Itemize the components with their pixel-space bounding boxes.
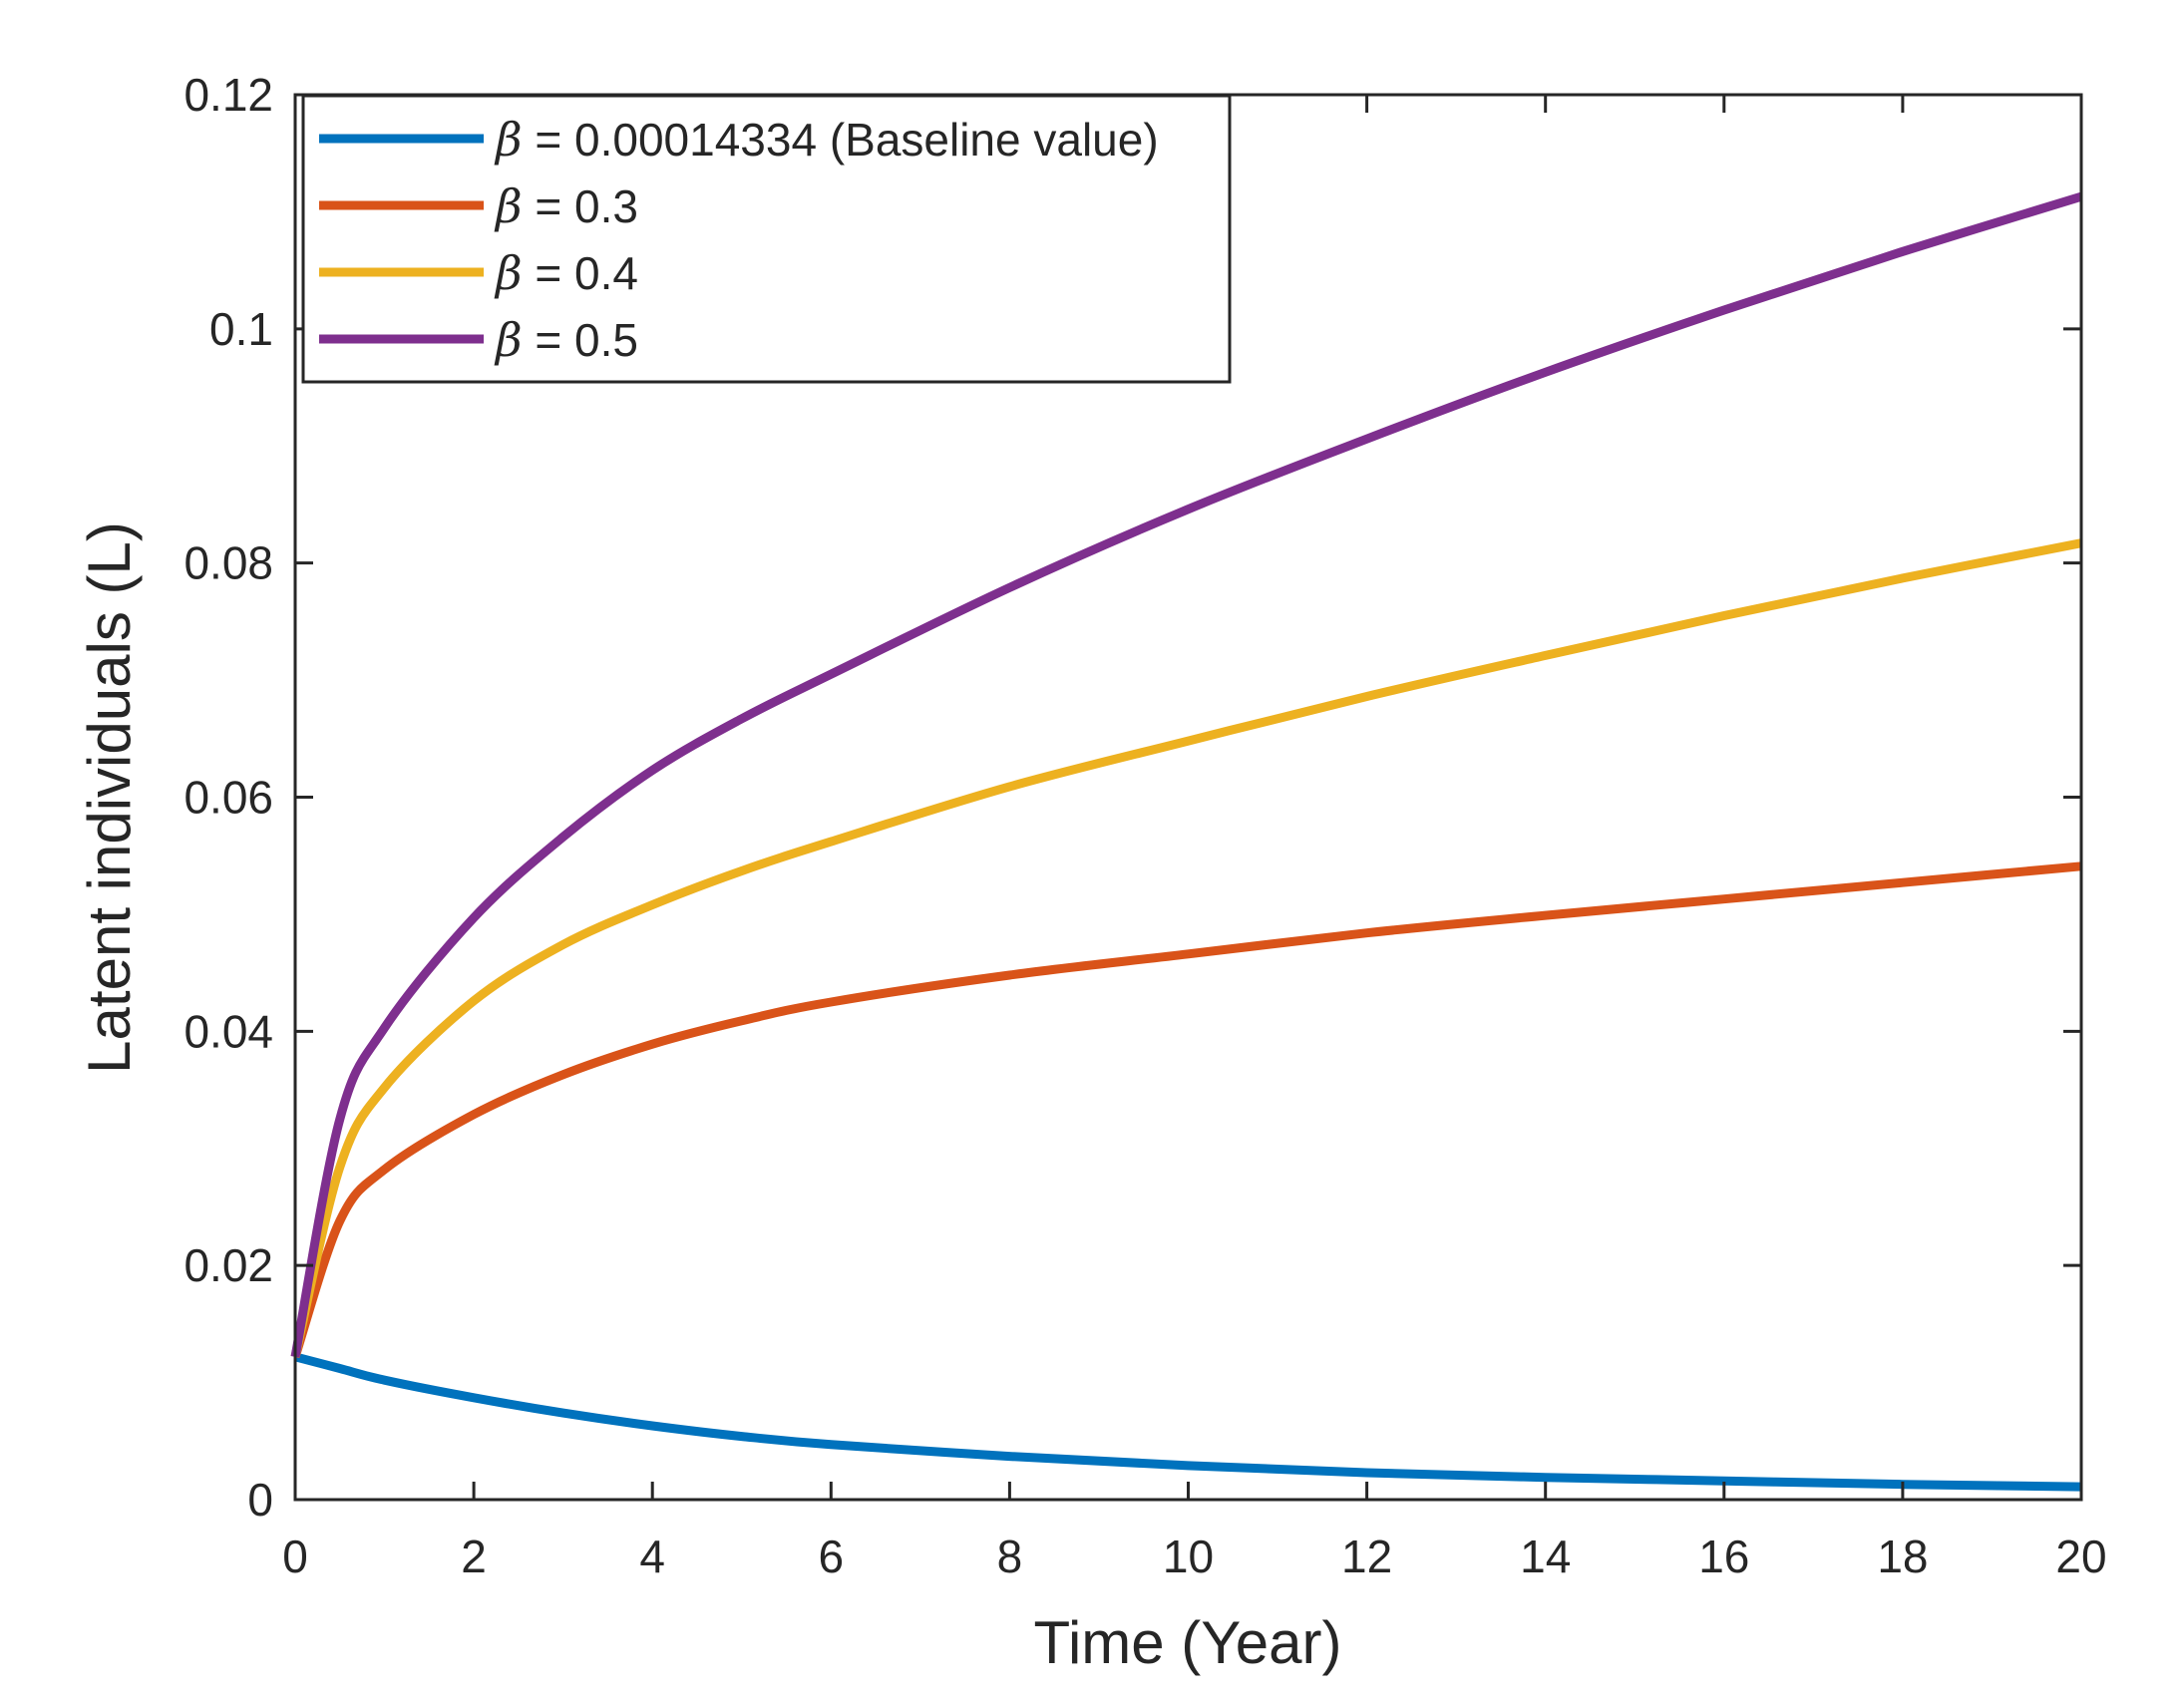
x-tick-label: 18: [1877, 1531, 1928, 1582]
y-tick-label: 0.12: [183, 69, 273, 121]
legend-value-text: = 0.4: [523, 247, 638, 299]
x-tick-label: 10: [1163, 1531, 1214, 1582]
legend-beta-symbol: β: [494, 113, 523, 167]
legend-beta-symbol: β: [494, 313, 523, 367]
legend-value-text: = 0.3: [523, 180, 638, 232]
legend-box: [301, 94, 1232, 384]
y-tick-label: 0: [247, 1474, 273, 1526]
legend-label-3: β = 0.5: [494, 313, 638, 367]
x-tick-label: 8: [997, 1531, 1023, 1582]
legend: β = 0.00014334 (Baseline value)β = 0.3β …: [301, 94, 1232, 384]
x-tick-label: 12: [1341, 1531, 1392, 1582]
legend-label-2: β = 0.4: [494, 246, 638, 300]
y-tick-label: 0.02: [183, 1239, 273, 1291]
y-tick-label: 0.1: [209, 303, 273, 355]
y-axis-label: Latent individuals (L): [76, 521, 143, 1074]
legend-label-1: β = 0.3: [494, 179, 638, 233]
legend-value-text: = 0.5: [523, 314, 638, 366]
x-tick-labels: 0 2 4 6 8 10 12 14 16 18 20: [282, 1531, 2106, 1582]
x-tick-label: 0: [282, 1531, 308, 1582]
series-line-3: [290, 191, 2083, 1358]
x-axis-label: Time (Year): [1034, 1609, 1342, 1676]
y-tick-label: 0.06: [183, 772, 273, 824]
x-tick-label: 14: [1520, 1531, 1571, 1582]
legend-value-text: = 0.00014334 (Baseline value): [523, 114, 1159, 166]
series-lines: [290, 191, 2083, 1492]
x-tick-label: 4: [639, 1531, 665, 1582]
legend-entries: β = 0.00014334 (Baseline value)β = 0.3β …: [319, 113, 1159, 367]
series-line-0: [293, 1352, 2082, 1492]
legend-beta-symbol: β: [494, 179, 523, 233]
y-tick-label: 0.08: [183, 537, 273, 589]
x-tick-label: 20: [2055, 1531, 2106, 1582]
y-tick-label: 0.04: [183, 1005, 273, 1057]
x-tick-label: 2: [461, 1531, 487, 1582]
x-tick-label: 16: [1698, 1531, 1749, 1582]
y-tick-labels: 0 0.02 0.04 0.06 0.08 0.1 0.12: [183, 69, 273, 1526]
series-line-2: [290, 538, 2082, 1358]
series-line-1: [290, 861, 2082, 1359]
legend-label-0: β = 0.00014334 (Baseline value): [494, 113, 1159, 167]
legend-beta-symbol: β: [494, 246, 523, 300]
x-tick-label: 6: [819, 1531, 845, 1582]
